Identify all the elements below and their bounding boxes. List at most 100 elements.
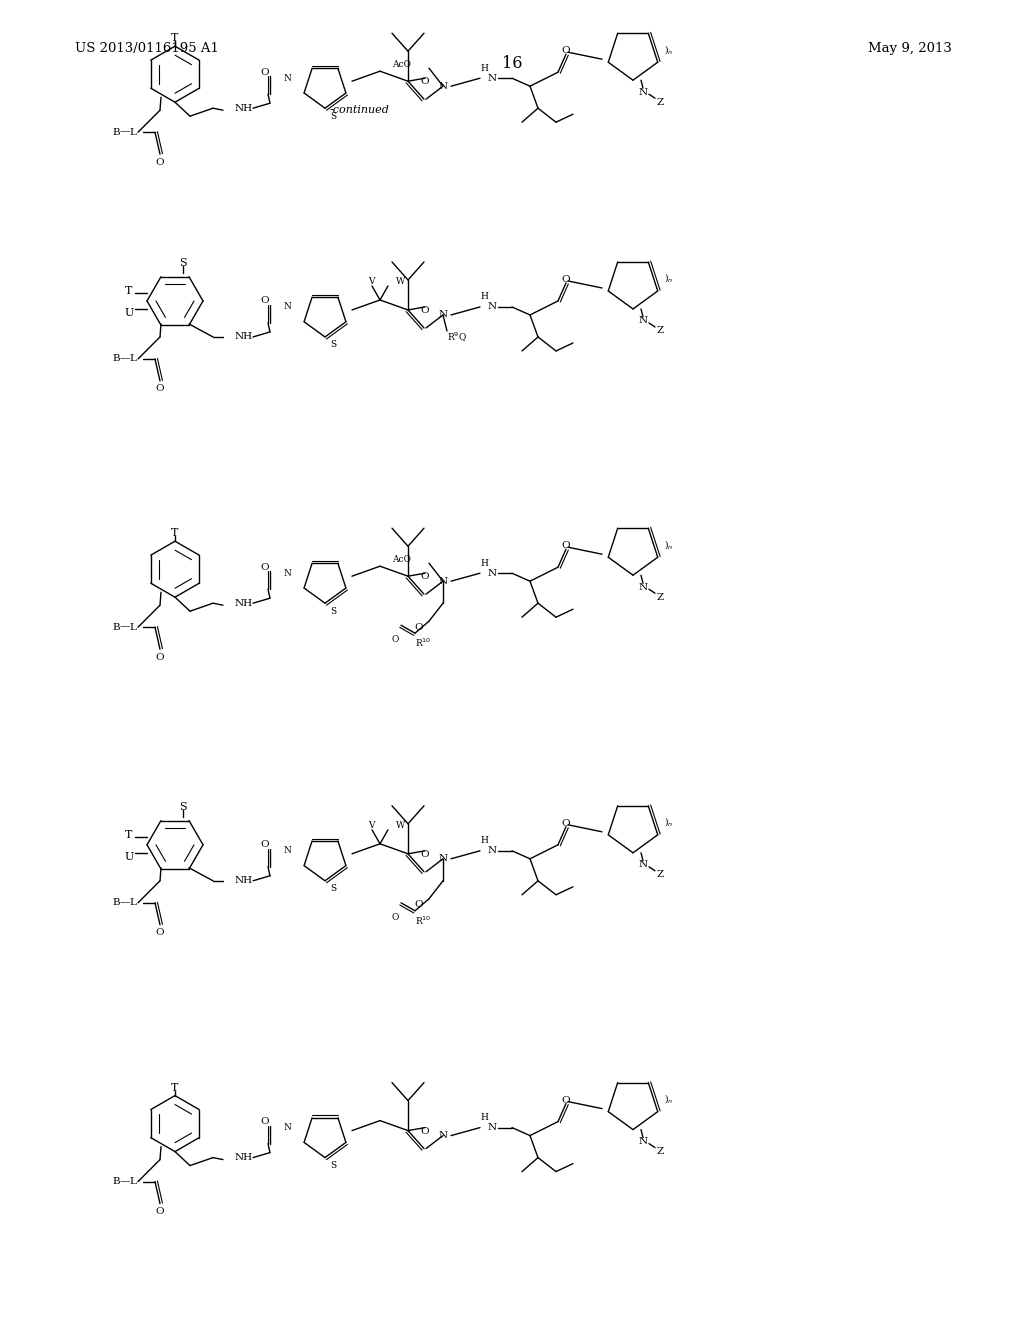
Text: —: — [120,1177,130,1187]
Text: AcO: AcO [392,554,411,564]
Text: N: N [283,1123,291,1133]
Text: May 9, 2013: May 9, 2013 [868,42,952,55]
Text: V: V [369,821,375,830]
Text: S: S [330,1162,336,1170]
Text: T: T [171,33,178,44]
Text: H: H [480,558,488,568]
Text: NH: NH [234,1154,253,1162]
Text: O: O [562,275,570,284]
Text: N: N [438,310,447,319]
Text: N: N [638,582,647,591]
Text: O: O [261,562,269,572]
Text: N: N [638,1137,647,1146]
Text: N: N [638,87,647,96]
Text: O: O [156,652,164,661]
Text: H: H [480,293,488,301]
Text: )$_n$: )$_n$ [664,42,673,55]
Text: Z: Z [657,870,665,879]
Text: O: O [156,384,164,393]
Text: O: O [562,46,570,55]
Text: N: N [638,861,647,870]
Text: U: U [124,308,133,318]
Text: O: O [156,928,164,937]
Text: N: N [488,846,497,855]
Text: L: L [130,623,136,632]
Text: NH: NH [234,333,253,342]
Text: Z: Z [657,1147,665,1156]
Text: O: O [156,1206,164,1216]
Text: N: N [438,854,447,863]
Text: O: O [261,841,269,849]
Text: O: O [420,1126,429,1135]
Text: B: B [113,355,120,363]
Text: —: — [120,355,130,363]
Text: R$^{10}$: R$^{10}$ [415,638,431,649]
Text: N: N [438,1131,447,1140]
Text: N: N [438,577,447,586]
Text: —: — [120,128,130,137]
Text: T: T [125,830,133,840]
Text: NH: NH [234,876,253,886]
Text: W: W [396,821,406,830]
Text: N: N [438,82,447,91]
Text: S: S [330,341,336,350]
Text: N: N [488,1123,497,1133]
Text: N: N [283,74,291,83]
Text: O: O [420,572,429,581]
Text: O: O [562,818,570,828]
Text: V: V [369,277,375,286]
Text: B: B [113,128,120,137]
Text: L: L [130,1177,136,1187]
Text: B: B [113,899,120,907]
Text: W: W [396,277,406,286]
Text: Z: Z [657,98,665,107]
Text: Z: Z [657,326,665,335]
Text: S: S [330,112,336,120]
Text: -continued: -continued [330,106,390,115]
Text: O: O [562,541,570,550]
Text: O: O [420,306,429,315]
Text: N: N [488,569,497,578]
Text: U: U [124,851,133,862]
Text: O: O [156,157,164,166]
Text: O: O [562,1096,570,1105]
Text: )$_n$: )$_n$ [664,537,673,550]
Text: O: O [261,1117,269,1126]
Text: )$_n$: )$_n$ [664,1092,673,1105]
Text: O: O [420,77,429,86]
Text: N: N [638,317,647,326]
Text: L: L [130,355,136,363]
Text: )$_n$: )$_n$ [664,272,673,285]
Text: R$^9$Q: R$^9$Q [447,330,467,343]
Text: —: — [120,623,130,632]
Text: T: T [171,1082,178,1093]
Text: H: H [480,837,488,845]
Text: B: B [113,1177,120,1187]
Text: T: T [171,528,178,539]
Text: H: H [480,1113,488,1122]
Text: N: N [283,302,291,312]
Text: O: O [415,623,423,632]
Text: H: H [480,63,488,73]
Text: O: O [261,67,269,77]
Text: R$^{10}$: R$^{10}$ [415,915,431,927]
Text: 16: 16 [502,55,522,73]
Text: N: N [488,302,497,312]
Text: O: O [391,913,399,921]
Text: O: O [415,900,423,909]
Text: O: O [391,635,399,644]
Text: B: B [113,623,120,632]
Text: L: L [130,128,136,137]
Text: O: O [261,297,269,305]
Text: S: S [330,884,336,894]
Text: N: N [488,74,497,83]
Text: S: S [330,607,336,615]
Text: )$_n$: )$_n$ [664,816,673,829]
Text: N: N [283,846,291,855]
Text: N: N [283,569,291,578]
Text: S: S [179,257,186,268]
Text: AcO: AcO [392,59,411,69]
Text: O: O [420,850,429,859]
Text: —: — [120,899,130,907]
Text: NH: NH [234,104,253,112]
